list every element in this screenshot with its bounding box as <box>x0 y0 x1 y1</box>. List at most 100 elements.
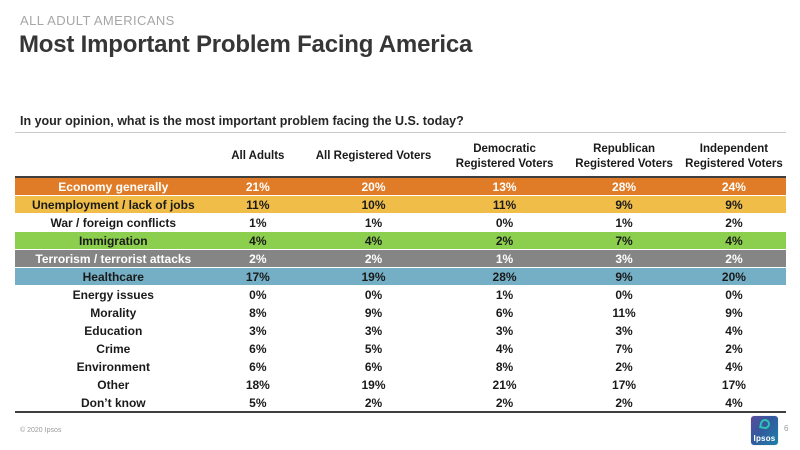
table-row: Economy generally 21% 20% 13% 28% 24% <box>15 176 786 196</box>
copyright-text: © 2020 Ipsos <box>20 427 62 434</box>
page-title: Most Important Problem Facing America <box>19 31 473 58</box>
cell-value: 1% <box>442 249 567 268</box>
cell-value: 0% <box>304 285 443 304</box>
row-label-header <box>15 137 212 177</box>
row-label: Crime <box>15 339 212 358</box>
table-header-row: All Adults All Registered Voters Democrati… <box>15 137 786 177</box>
table-row: Environment 6% 6% 8% 2% 4% <box>15 357 786 376</box>
cell-value: 11% <box>566 303 682 322</box>
cell-value: 20% <box>681 267 786 286</box>
row-label: Unemployment / lack of jobs <box>15 195 212 214</box>
row-label: Immigration <box>15 231 212 250</box>
cell-value: 4% <box>681 231 786 250</box>
row-label: Healthcare <box>15 267 212 286</box>
cell-value: 4% <box>211 231 305 250</box>
table-body: Economy generally 21% 20% 13% 28% 24% Unemploy… <box>15 176 786 412</box>
cell-value: 21% <box>442 375 567 394</box>
row-label: Energy issues <box>15 285 212 304</box>
cell-value: 6% <box>211 357 305 376</box>
cell-value: 3% <box>211 321 305 340</box>
cell-value: 4% <box>304 231 443 250</box>
cell-value: 2% <box>566 357 682 376</box>
row-label: War / foreign conflicts <box>15 213 212 232</box>
survey-question: In your opinion, what is the most import… <box>20 114 464 128</box>
ipsos-logo: Ipsos <box>751 416 778 445</box>
cell-value: 6% <box>304 357 443 376</box>
table-row: Other 18% 19% 21% 17% 17% <box>15 375 786 394</box>
row-label: Economy generally <box>15 176 212 196</box>
cell-value: 28% <box>566 176 682 196</box>
results-table: All Adults All Registered Voters Democrati… <box>15 137 786 413</box>
row-label: Morality <box>15 303 212 322</box>
cell-value: 17% <box>681 375 786 394</box>
cell-value: 0% <box>442 213 567 232</box>
cell-value: 19% <box>304 267 443 286</box>
cell-value: 7% <box>566 231 682 250</box>
cell-value: 9% <box>681 195 786 214</box>
question-divider <box>15 132 786 133</box>
cell-value: 8% <box>211 303 305 322</box>
cell-value: 6% <box>442 303 567 322</box>
column-header: Republican Registered Voters <box>575 143 673 170</box>
cell-value: 0% <box>566 285 682 304</box>
table-row: Immigration 4% 4% 2% 7% 4% <box>15 231 786 250</box>
cell-value: 2% <box>566 393 682 412</box>
cell-value: 1% <box>211 213 305 232</box>
cell-value: 2% <box>304 249 443 268</box>
row-label: Other <box>15 375 212 394</box>
cell-value: 9% <box>681 303 786 322</box>
cell-value: 6% <box>211 339 305 358</box>
cell-value: 4% <box>681 393 786 412</box>
cell-value: 2% <box>681 339 786 358</box>
row-label: Terrorism / terrorist attacks <box>15 249 212 268</box>
cell-value: 5% <box>304 339 443 358</box>
cell-value: 24% <box>681 176 786 196</box>
slide-eyebrow: ALL ADULT AMERICANS <box>20 13 175 28</box>
logo-swirl-icon <box>759 418 771 430</box>
cell-value: 11% <box>442 195 567 214</box>
cell-value: 2% <box>681 249 786 268</box>
cell-value: 28% <box>442 267 567 286</box>
table-row: Education 3% 3% 3% 3% 4% <box>15 321 786 340</box>
table-row: Energy issues 0% 0% 1% 0% 0% <box>15 285 786 304</box>
column-header: All Registered Voters <box>315 150 432 163</box>
cell-value: 9% <box>304 303 443 322</box>
cell-value: 9% <box>566 195 682 214</box>
cell-value: 4% <box>681 357 786 376</box>
cell-value: 5% <box>211 393 305 412</box>
table-row: Don’t know 5% 2% 2% 2% 4% <box>15 393 786 412</box>
column-header: Independent Registered Voters <box>685 143 783 170</box>
cell-value: 3% <box>566 321 682 340</box>
cell-value: 1% <box>442 285 567 304</box>
cell-value: 21% <box>211 176 305 196</box>
table-row: Unemployment / lack of jobs 11% 10% 11% 9% 9% <box>15 195 786 214</box>
column-header: All Adults <box>231 150 285 163</box>
row-label: Environment <box>15 357 212 376</box>
cell-value: 8% <box>442 357 567 376</box>
table-row: Terrorism / terrorist attacks 2% 2% 1% 3% 2% <box>15 249 786 268</box>
cell-value: 13% <box>442 176 567 196</box>
cell-value: 3% <box>566 249 682 268</box>
cell-value: 17% <box>566 375 682 394</box>
cell-value: 10% <box>304 195 443 214</box>
cell-value: 1% <box>304 213 443 232</box>
cell-value: 2% <box>304 393 443 412</box>
row-label: Education <box>15 321 212 340</box>
cell-value: 4% <box>681 321 786 340</box>
cell-value: 7% <box>566 339 682 358</box>
table-row: Healthcare 17% 19% 28% 9% 20% <box>15 267 786 286</box>
cell-value: 0% <box>681 285 786 304</box>
cell-value: 18% <box>211 375 305 394</box>
row-label: Don’t know <box>15 393 212 412</box>
cell-value: 19% <box>304 375 443 394</box>
cell-value: 20% <box>304 176 443 196</box>
cell-value: 3% <box>304 321 443 340</box>
logo-wordmark: Ipsos <box>753 434 776 443</box>
cell-value: 0% <box>211 285 305 304</box>
cell-value: 17% <box>211 267 305 286</box>
cell-value: 11% <box>211 195 305 214</box>
cell-value: 2% <box>442 231 567 250</box>
table-row: War / foreign conflicts 1% 1% 0% 1% 2% <box>15 213 786 232</box>
cell-value: 2% <box>442 393 567 412</box>
